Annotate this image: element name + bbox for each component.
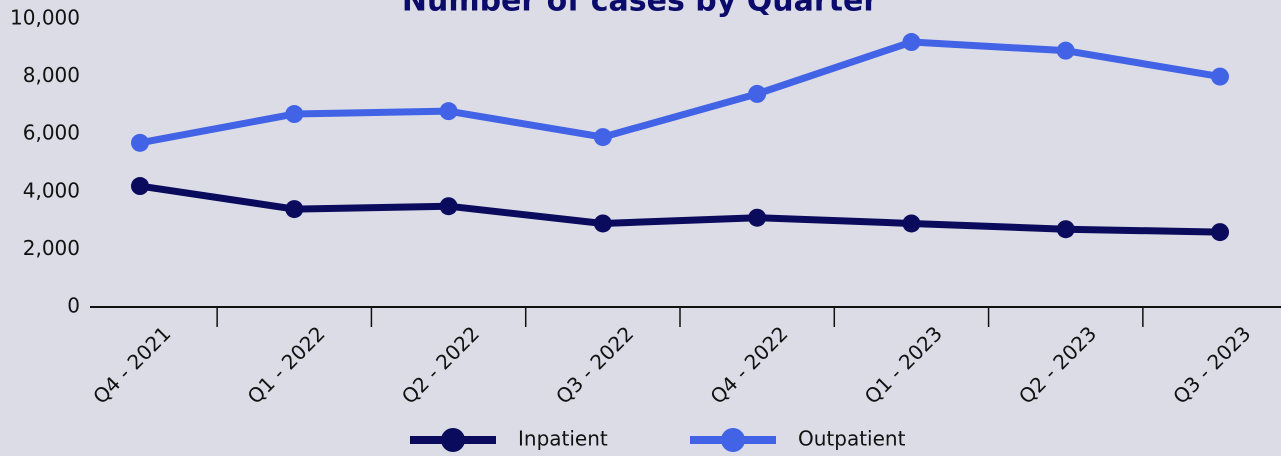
point <box>1056 41 1075 60</box>
point <box>748 84 767 103</box>
series-line <box>139 38 1221 147</box>
legend-label: Inpatient <box>518 427 608 451</box>
y-tick-label: 0 <box>67 294 80 318</box>
legend-marker <box>441 428 465 452</box>
point <box>1056 220 1075 239</box>
point <box>131 177 149 196</box>
series-line <box>139 182 1221 236</box>
point <box>1211 67 1229 86</box>
y-tick-label: 4,000 <box>23 178 80 202</box>
point <box>1211 223 1229 242</box>
y-tick-label: 10,000 <box>10 6 80 30</box>
y-tick-label: 2,000 <box>23 236 80 260</box>
point <box>902 214 921 233</box>
point <box>439 197 458 216</box>
point <box>902 33 921 52</box>
point <box>285 200 304 219</box>
y-tick-label: 8,000 <box>23 63 80 87</box>
chart-title: Number of cases by Quarter <box>402 0 878 19</box>
point <box>285 105 304 124</box>
legend-label: Outpatient <box>798 427 906 451</box>
point <box>748 208 767 227</box>
y-tick-label: 6,000 <box>23 121 80 145</box>
legend-marker <box>721 428 745 452</box>
point <box>593 128 612 147</box>
point <box>131 133 149 152</box>
point <box>593 214 612 233</box>
point <box>439 102 458 121</box>
